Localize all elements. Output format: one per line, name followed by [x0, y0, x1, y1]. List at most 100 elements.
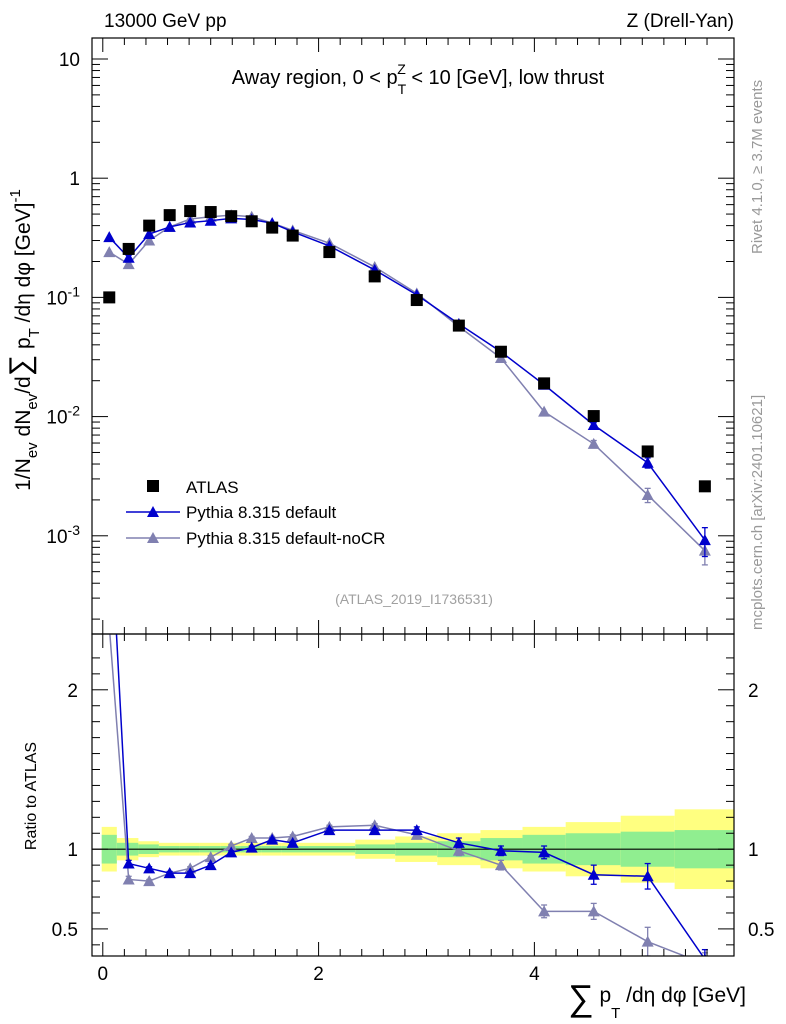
data-point-nocr	[103, 246, 116, 258]
header-right: Z (Drell-Yan)	[627, 11, 734, 32]
data-point-atlas	[494, 345, 507, 358]
x-tick-label: 2	[313, 964, 324, 985]
ratio-tick-label: 2	[67, 681, 78, 702]
side-text-mcplots: mcplots.cern.ch [arXiv:2401.10621]	[749, 395, 766, 630]
data-point-atlas	[122, 242, 135, 255]
y-tick-label: 1	[69, 169, 80, 190]
ratio-point-nocr	[587, 905, 600, 917]
legend-label-atlas: ATLAS	[186, 478, 239, 497]
analysis-id: (ATLAS_2019_I1736531)	[335, 591, 493, 607]
y-tick-label: 10-2	[46, 403, 80, 429]
data-point-default	[184, 216, 197, 228]
ratio-tick-label: 0.5	[52, 920, 78, 941]
ratio-point-default	[494, 844, 507, 856]
ratio-point-default	[184, 867, 197, 879]
legend-marker-nocr	[147, 532, 159, 543]
data-point-default	[103, 231, 116, 243]
data-point-nocr	[641, 488, 654, 500]
ratio-point-nocr	[538, 905, 551, 917]
data-point-nocr	[538, 405, 551, 417]
data-point-atlas	[266, 221, 279, 234]
y-tick-label: 10	[59, 50, 80, 71]
ratio-point-nocr	[286, 830, 299, 842]
ratio-point-default	[266, 833, 279, 845]
data-point-nocr	[122, 258, 135, 270]
data-point-atlas	[452, 319, 465, 332]
ratio-point-default	[452, 836, 465, 848]
data-point-atlas	[225, 210, 238, 223]
ratio-point-default	[122, 857, 135, 869]
ratio-point-default	[103, 493, 115, 504]
x-tick-label: 0	[98, 964, 109, 985]
data-point-atlas	[245, 215, 258, 228]
main-data	[103, 205, 711, 566]
main-panel: 10-3 10-2 10-1 1 10 Away region, 0 < pTZ < 1…	[46, 37, 735, 635]
legend-label-default: Pythia 8.315 default	[186, 503, 337, 522]
data-point-atlas	[286, 229, 299, 242]
data-point-default	[641, 456, 654, 468]
y-tick-label: 10-3	[46, 522, 80, 548]
ratio-tick-label-right: 2	[748, 681, 759, 702]
ratio-point-default	[204, 859, 217, 871]
ratio-line-default	[115, 634, 704, 956]
ratio-point-default	[587, 868, 600, 880]
data-point-default	[587, 419, 600, 431]
data-point-default	[143, 228, 156, 240]
ratio-point-nocr	[452, 844, 465, 856]
ratio-point-nocr	[103, 620, 115, 631]
x-axis-title: ∑ pT /dη dφ [GeV]	[568, 977, 746, 1022]
ratio-axis-title: Ratio to ATLAS	[23, 742, 40, 850]
ratio-point-nocr	[245, 832, 258, 844]
data-point-atlas	[410, 294, 423, 307]
data-point-atlas	[143, 219, 156, 232]
data-point-atlas	[641, 445, 654, 458]
ratio-point-nocr	[122, 873, 135, 885]
ratio-tick-label-right: 0.5	[748, 920, 774, 941]
data-point-atlas	[323, 246, 336, 259]
y-tick-label: 10-1	[46, 283, 80, 309]
ratio-line-nocr	[109, 634, 687, 956]
ratio-ticks: 0.5 0.5 1 1 2 2	[52, 634, 774, 956]
data-point-default	[122, 251, 135, 263]
ratio-point-nocr	[641, 935, 654, 947]
data-point-nocr	[143, 234, 156, 246]
ratio-frame	[91, 633, 735, 957]
ratio-point-nocr	[204, 851, 217, 863]
ratio-data	[103, 493, 711, 969]
ratio-point-default	[368, 824, 381, 836]
data-point-default	[698, 534, 711, 546]
ratio-point-default	[641, 870, 654, 882]
side-text-rivet: Rivet 4.1.0, ≥ 3.7M events	[749, 80, 766, 254]
ratio-point-default	[703, 953, 707, 956]
legend: ATLAS Pythia 8.315 default Pythia 8.315 …	[126, 478, 385, 548]
data-point-atlas	[204, 206, 217, 219]
header-left: 13000 GeV pp	[104, 11, 227, 32]
ratio-point-default	[538, 846, 551, 858]
data-point-default	[163, 220, 176, 232]
y-axis-title: 1/Nev dNev/d∑ pT /dη dφ [GeV]-1	[4, 189, 43, 491]
ratio-point-nocr	[143, 875, 156, 887]
data-point-atlas	[587, 410, 600, 423]
ratio-tick-label: 1	[67, 840, 78, 861]
data-point-atlas	[538, 377, 551, 390]
ratio-point-default	[286, 836, 299, 848]
series-line-nocr	[108, 214, 706, 552]
chart-title: Away region, 0 < pTZ < 10 [GeV], low thr…	[232, 61, 605, 97]
data-point-atlas	[163, 209, 176, 222]
data-point-atlas	[368, 270, 381, 283]
data-point-atlas	[103, 291, 116, 304]
ratio-tick-label-right: 1	[748, 840, 759, 861]
ratio-point-nocr	[699, 958, 711, 969]
data-point-nocr	[587, 437, 600, 449]
data-point-atlas	[184, 205, 197, 218]
ratio-point-default	[163, 867, 176, 879]
x-tick-labels: 0 2 4	[98, 964, 541, 985]
ratio-point-default	[245, 841, 258, 853]
ratio-point-nocr	[225, 840, 238, 852]
data-point-default	[204, 214, 217, 226]
main-ticks: 10-3 10-2 10-1 1 10	[46, 38, 734, 634]
data-point-atlas	[698, 480, 711, 493]
ratio-point-default	[410, 824, 423, 836]
legend-marker-default	[147, 506, 159, 517]
ratio-point-default	[143, 862, 156, 874]
